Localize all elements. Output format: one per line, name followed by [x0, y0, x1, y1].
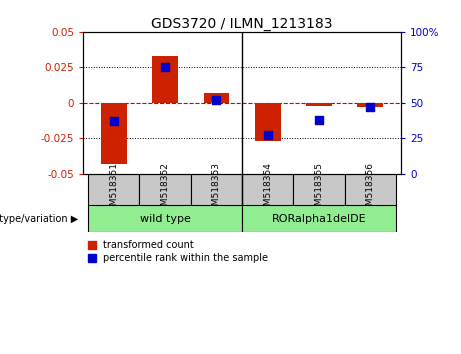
Point	[110, 119, 118, 124]
Text: wild type: wild type	[140, 213, 190, 224]
Text: GSM518355: GSM518355	[314, 162, 324, 217]
Bar	[345, 174, 396, 205]
Bar	[101, 103, 127, 164]
Bar	[306, 103, 332, 105]
Text: GSM518353: GSM518353	[212, 162, 221, 217]
Point	[264, 133, 272, 138]
Text: genotype/variation ▶: genotype/variation ▶	[0, 213, 78, 224]
Bar	[242, 205, 396, 232]
Bar	[139, 174, 191, 205]
Bar	[255, 103, 280, 141]
Point	[366, 104, 374, 110]
Bar	[357, 103, 383, 107]
Point	[213, 97, 220, 103]
Legend: transformed count, percentile rank within the sample: transformed count, percentile rank withi…	[88, 240, 268, 263]
Text: GSM518352: GSM518352	[160, 162, 170, 217]
Bar	[191, 174, 242, 205]
Point	[161, 64, 169, 70]
Bar	[88, 174, 139, 205]
Point	[315, 117, 323, 123]
Bar	[293, 174, 345, 205]
Bar	[242, 174, 293, 205]
Text: GSM518354: GSM518354	[263, 162, 272, 217]
Text: RORalpha1delDE: RORalpha1delDE	[272, 213, 366, 224]
Text: GSM518351: GSM518351	[109, 162, 118, 217]
Bar	[152, 56, 178, 103]
Bar	[88, 205, 242, 232]
Title: GDS3720 / ILMN_1213183: GDS3720 / ILMN_1213183	[151, 17, 333, 31]
Bar	[204, 93, 229, 103]
Text: GSM518356: GSM518356	[366, 162, 375, 217]
